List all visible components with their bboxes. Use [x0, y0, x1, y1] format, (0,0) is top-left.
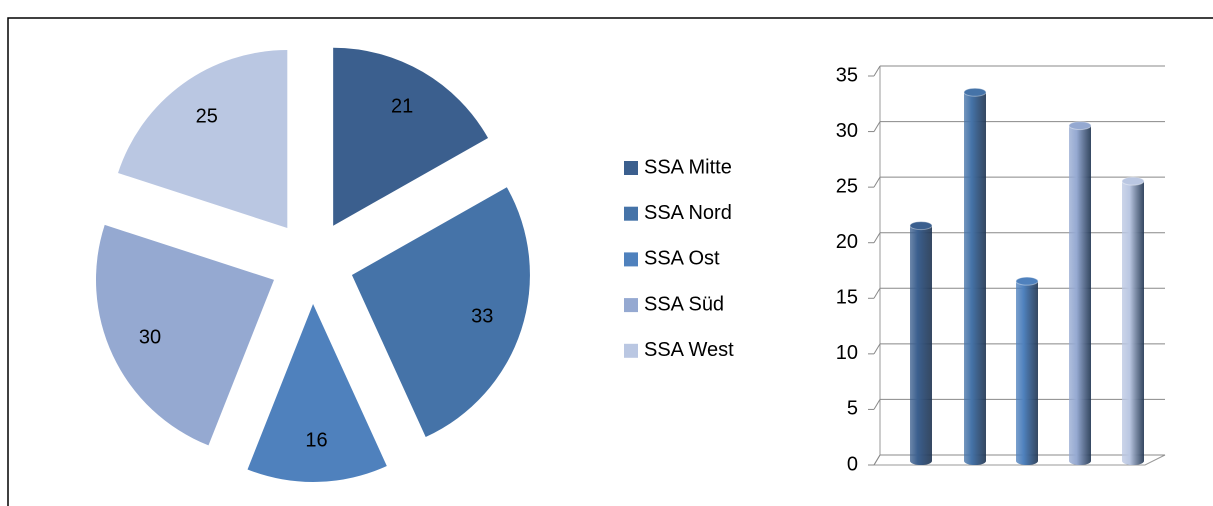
legend-label: SSA West: [644, 339, 734, 361]
data-label: 25: [196, 105, 218, 127]
y-tick-label: 10: [836, 342, 858, 364]
grid-line-side: [873, 121, 881, 132]
y-tick-label: 0: [847, 453, 858, 475]
grid-line-side: [873, 288, 881, 299]
legend-swatch: [624, 298, 638, 313]
bar: [1122, 181, 1144, 465]
y-tick-label: 35: [836, 64, 858, 86]
legend-swatch: [624, 161, 638, 175]
grid-line-side: [873, 454, 881, 466]
legend-label: SSA Süd: [644, 293, 724, 315]
y-tick-label: 30: [836, 120, 858, 142]
legend-label: SSA Nord: [644, 202, 732, 224]
pie-slice: [351, 187, 530, 437]
pie-slice: [118, 50, 288, 229]
y-tick-label: 20: [836, 231, 858, 253]
data-label: 33: [471, 306, 493, 328]
legend-label: SSA Mitte: [644, 156, 732, 178]
legend-swatch: [624, 343, 638, 358]
grid-line-side: [873, 343, 881, 355]
bar-top: [1068, 121, 1092, 131]
bar: [964, 92, 986, 465]
pie-slice: [95, 224, 274, 446]
bar: [1069, 125, 1091, 466]
pie-slice: [247, 303, 387, 482]
grid-line-side: [873, 176, 881, 188]
y-tick-label: 25: [836, 175, 858, 197]
grid-line-side: [873, 232, 881, 243]
y-tick-label: 5: [847, 398, 858, 420]
bar: [1016, 281, 1038, 465]
legend-swatch: [624, 206, 638, 221]
bar-top: [909, 221, 933, 231]
grid-line-side: [873, 399, 881, 410]
bar: [910, 225, 932, 465]
grid-line-side: [873, 65, 881, 77]
bar-top: [1121, 176, 1145, 186]
legend-label: SSA Ost: [644, 248, 720, 270]
frame: [7, 17, 1213, 506]
data-label: 30: [139, 327, 161, 349]
bar-top: [1015, 276, 1039, 286]
data-label: 21: [391, 96, 413, 118]
bar-top: [963, 87, 987, 97]
pie-slice: [333, 47, 489, 226]
data-label: 16: [305, 429, 327, 451]
legend-swatch: [624, 252, 638, 267]
y-tick-label: 15: [836, 287, 858, 309]
